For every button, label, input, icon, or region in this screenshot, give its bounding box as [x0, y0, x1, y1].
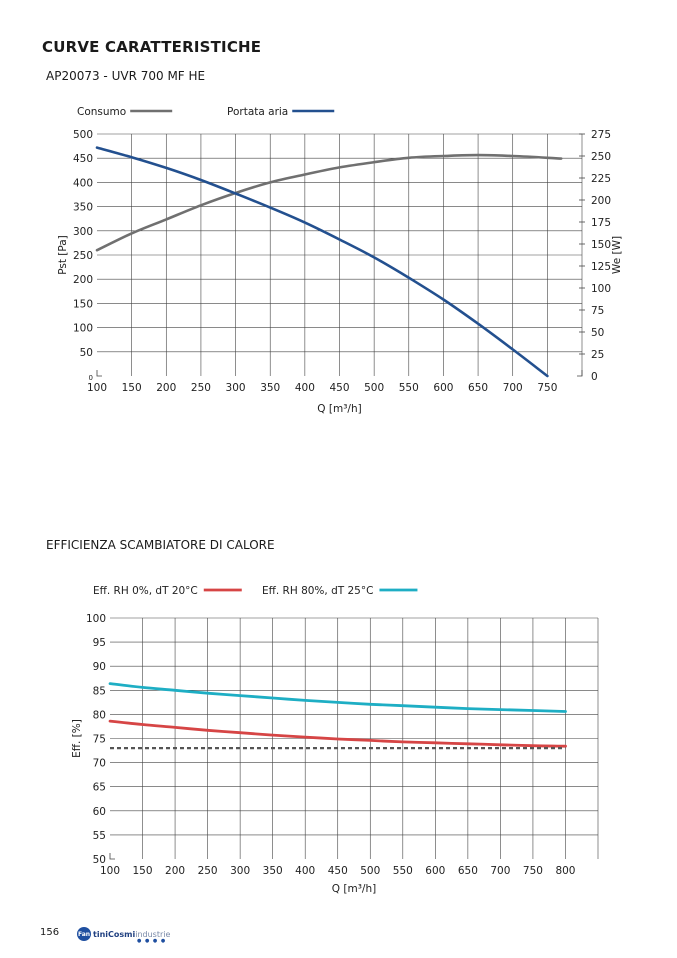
x-axis-label: Q [m³/h] [332, 883, 376, 895]
page-title: CURVE CARATTERISTICHE [42, 38, 262, 56]
y2-tick-label: 25 [591, 349, 604, 361]
y-tick-label: 60 [93, 806, 106, 818]
x-tick-label: 550 [399, 382, 419, 394]
x-tick-label: 750 [523, 865, 543, 877]
axis-corner-left [109, 853, 115, 860]
x-tick-label: 450 [328, 865, 348, 877]
x-tick-label: 600 [425, 865, 445, 877]
x-tick-label: 300 [226, 382, 246, 394]
y-tick-label: 50 [93, 854, 106, 866]
x-tick-label: 450 [329, 382, 349, 394]
y-tick-label: 500 [73, 129, 93, 141]
x-tick-label: 250 [191, 382, 211, 394]
x-tick-label: 100 [100, 865, 120, 877]
y2-tick-label: 225 [591, 173, 611, 185]
y-tick-label: 85 [93, 685, 106, 697]
efficiency-chart: 50 55 60 65 70 75 80 85 90 95 100 100 150 200 250 300 35… [71, 585, 599, 895]
x-tick-label: 400 [295, 382, 315, 394]
x-tick-label: 650 [468, 382, 488, 394]
y2-axis-label: We [W] [611, 236, 623, 274]
y-tick-label: 50 [80, 347, 93, 359]
x-tick-label: 350 [263, 865, 283, 877]
y-tick-label: 75 [93, 734, 106, 746]
logo-dots-icon: ● ● ● ● [137, 938, 167, 944]
axis-corner-right [577, 370, 583, 377]
legend-label: Eff. RH 0%, dT 20°C [93, 585, 198, 597]
y-tick-label: 350 [73, 202, 93, 214]
axis-corner-left [96, 370, 102, 377]
y2-tick-label: 250 [591, 151, 611, 163]
company-logo: Fan tiniCosmiindustrie ● ● ● ● [77, 925, 171, 944]
x-tick-label: 150 [122, 382, 142, 394]
x-tick-label: 750 [537, 382, 557, 394]
y2-tick-label: 0 [591, 371, 598, 383]
y-tick-label: 450 [73, 153, 93, 165]
x-tick-label: 650 [458, 865, 478, 877]
y2-tick-label: 150 [591, 239, 611, 251]
y2-tick-label: 175 [591, 217, 611, 229]
page-number: 156 [40, 927, 60, 938]
y-tick-label: 200 [73, 274, 93, 286]
x-tick-label: 300 [230, 865, 250, 877]
y-tick-label: 300 [73, 226, 93, 238]
y-tick-label: 400 [73, 177, 93, 189]
x-tick-label: 350 [260, 382, 280, 394]
logo-mark: Fan [77, 927, 91, 941]
y-tick-label: 95 [93, 637, 106, 649]
y-tick-label: 55 [93, 830, 106, 842]
legend-label: Eff. RH 80%, dT 25°C [262, 585, 373, 597]
y-tick-label: 65 [93, 782, 106, 794]
y-tick-label: 80 [93, 709, 106, 721]
series-line-0 [95, 153, 563, 252]
y-axis-label: Pst [Pa] [57, 235, 69, 275]
section-efficiency-title: EFFICIENZA SCAMBIATORE DI CALORE [46, 538, 275, 552]
x-tick-label: 550 [393, 865, 413, 877]
y-tick-label: 250 [73, 250, 93, 262]
y-tick-label: 150 [73, 298, 93, 310]
y-tick-label: 90 [93, 661, 106, 673]
x-tick-label: 700 [490, 865, 510, 877]
x-tick-label: 800 [555, 865, 575, 877]
logo-text-bold: tiniCosmi [93, 929, 136, 939]
y-tick-label: 100 [86, 613, 106, 625]
y2-tick-label: 200 [591, 195, 611, 207]
series-line-0 [108, 719, 567, 748]
legend-label: Portata aria [227, 106, 288, 118]
x-tick-label: 400 [295, 865, 315, 877]
series-line-1 [108, 682, 567, 713]
y-tick-label: 0 [89, 374, 93, 382]
y2-tick-label: 50 [591, 327, 604, 339]
logo-text-light: industrie [135, 929, 171, 939]
x-tick-label: 250 [198, 865, 218, 877]
x-axis-label: Q [m³/h] [317, 403, 361, 415]
y2-tick-label: 100 [591, 283, 611, 295]
x-tick-label: 100 [87, 382, 107, 394]
y2-tick-label: 275 [591, 129, 611, 141]
model-title: AP20073 - UVR 700 MF HE [46, 69, 206, 83]
x-tick-label: 500 [360, 865, 380, 877]
x-tick-label: 600 [433, 382, 453, 394]
x-tick-label: 200 [156, 382, 176, 394]
y2-tick-label: 75 [591, 305, 604, 317]
y-axis-label: Eff. [%] [71, 719, 83, 758]
x-tick-label: 150 [133, 865, 153, 877]
series-line-1 [95, 146, 549, 378]
y-tick-label: 100 [73, 323, 93, 335]
legend-label: Consumo [77, 106, 126, 118]
x-tick-label: 700 [503, 382, 523, 394]
fan-curve-chart: 0 50 100 150 200 250 300 350 400 450 500 0 25 50 75 100… [57, 106, 623, 415]
x-tick-label: 500 [364, 382, 384, 394]
x-tick-label: 200 [165, 865, 185, 877]
y-tick-label: 70 [93, 758, 106, 770]
y2-tick-label: 125 [591, 261, 611, 273]
